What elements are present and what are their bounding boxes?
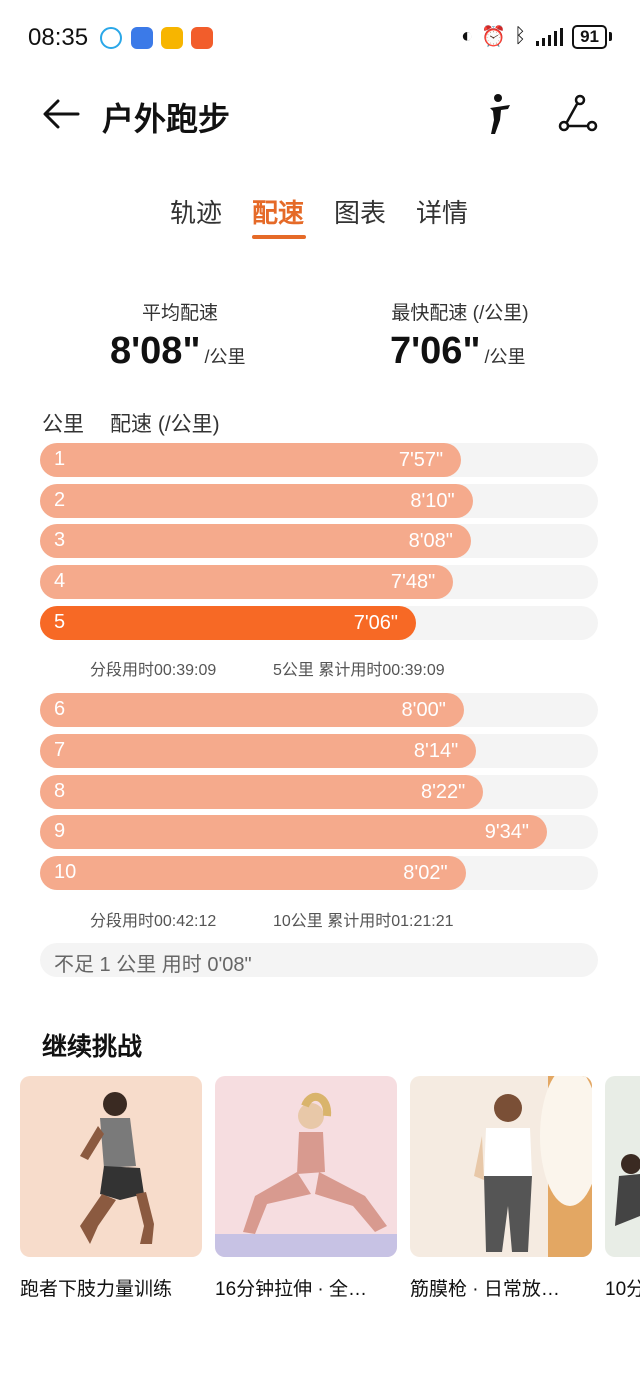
challenge-card-title[interactable]: 跑者下肢力量训练 [20,1279,173,1300]
tab-details[interactable]: 详情 [416,198,469,228]
lunge-stretch-image [215,1092,397,1257]
split-pace-label: 7'06" [353,612,398,634]
split-row-km-6: 6 8'00" [40,693,598,727]
split-row-km-5: 5 7'06" [40,606,598,640]
split-row-km-2: 2 8'10" [40,484,598,518]
split-pace-label: 8'14" [413,740,459,762]
hd-icon: ◐ [461,25,474,47]
chat-bubble-icon [100,27,122,49]
challenge-card-title[interactable]: 10分 [605,1279,640,1300]
column-header-pace: 配速 (/公里) [110,413,220,436]
segment-cumulative-time: 10公里 累计用时01:21:21 [273,913,454,930]
split-bar: 6 8'00" [40,693,464,727]
split-row-km-10: 10 8'02" [40,856,598,890]
split-pace-label: 8'00" [401,699,446,721]
split-row-km-4: 4 7'48" [40,565,598,599]
mail-icon [161,27,183,49]
split-km-label: 1 [54,448,66,470]
split-km-label: 10 [54,861,77,883]
split-km-label: 8 [54,780,66,802]
fastest-pace-value: 7'06"/公里 [390,330,525,373]
avg-pace-unit: /公里 [204,347,246,367]
split-pace-label: 8'02" [403,862,448,884]
segment-split-time: 分段用时00:39:09 [90,662,217,679]
split-bar: 3 8'08" [40,524,471,558]
split-bar: 10 8'02" [40,856,466,890]
split-row-km-1: 1 7'57" [40,443,598,477]
split-row-km-7: 7 8'14" [40,734,598,768]
challenge-card[interactable] [20,1076,202,1257]
massage-gun-image [474,1076,592,1257]
running-figure-icon [490,94,510,134]
split-km-label: 5 [54,611,66,633]
split-bar: 5 7'06" [40,606,416,640]
split-row-km-3: 3 8'08" [40,524,598,558]
app-blue-icon [131,27,153,49]
status-indicators: ◐ ⏰ ᛒ 91 [461,24,612,49]
arrow-left-icon [43,99,80,129]
tab-chart[interactable]: 图表 [334,198,387,228]
split-km-label: 2 [54,489,66,511]
challenge-card[interactable] [605,1076,640,1257]
column-header-km: 公里 [42,413,84,436]
workout-image [615,1154,640,1226]
fastest-pace-label: 最快配速 (/公里) [391,303,529,324]
split-km-label: 3 [54,529,66,551]
route-button[interactable] [554,90,602,138]
status-time: 08:35 [28,24,89,51]
fastest-pace-number: 7'06" [390,330,481,372]
remainder-row: 不足 1 公里 用时 0'08" [40,943,598,977]
split-pace-label: 9'34" [484,821,529,843]
split-bar: 8 8'22" [40,775,484,809]
challenge-card[interactable] [410,1076,592,1257]
battery-indicator: 91 [572,24,607,49]
fastest-pace-unit: /公里 [484,347,526,367]
challenge-card[interactable] [215,1076,397,1257]
split-bar: 2 8'10" [40,484,473,518]
remainder-text: 不足 1 公里 用时 0'08" [54,954,252,976]
split-km-label: 6 [54,698,66,720]
challenge-section-title: 继续挑战 [42,1033,143,1061]
split-pace-label: 8'08" [408,530,453,552]
route-icon [558,94,598,132]
avg-pace-number: 8'08" [110,330,201,372]
tab-indicator [252,235,306,239]
split-bar: 7 8'14" [40,734,477,768]
squat-figure-image [80,1092,154,1244]
sports-app-icon [191,27,213,49]
battery-tip [609,32,612,41]
challenge-card-title[interactable]: 筋膜枪 · 日常放… [410,1279,560,1300]
split-pace-label: 8'22" [420,781,466,803]
split-row-km-9: 9 9'34" [40,815,598,849]
split-bar: 1 7'57" [40,443,462,477]
segment-split-time: 分段用时00:42:12 [90,913,217,930]
bluetooth-icon: ᛒ [514,25,527,47]
split-bar: 4 7'48" [40,565,454,599]
avg-pace-label: 平均配速 [141,303,218,324]
pose-button[interactable] [474,90,522,138]
segment-cumulative-time: 5公里 累计用时00:39:09 [273,662,445,679]
split-km-label: 7 [54,739,66,761]
split-row-km-8: 8 8'22" [40,775,598,809]
tab-track[interactable]: 轨迹 [170,198,223,228]
split-pace-label: 7'57" [398,449,444,471]
signal-icon [536,27,564,46]
back-button[interactable] [38,90,86,138]
split-km-label: 4 [54,570,66,592]
split-pace-label: 8'10" [410,490,455,512]
split-km-label: 9 [54,820,66,842]
tab-pace[interactable]: 配速 [252,198,305,228]
split-pace-label: 7'48" [390,571,436,593]
avg-pace-value: 8'08"/公里 [110,330,245,373]
page-title: 户外跑步 [102,101,231,137]
challenge-card-title[interactable]: 16分钟拉伸 · 全… [215,1279,368,1300]
split-bar: 9 9'34" [40,815,547,849]
alarm-icon: ⏰ [481,26,507,48]
